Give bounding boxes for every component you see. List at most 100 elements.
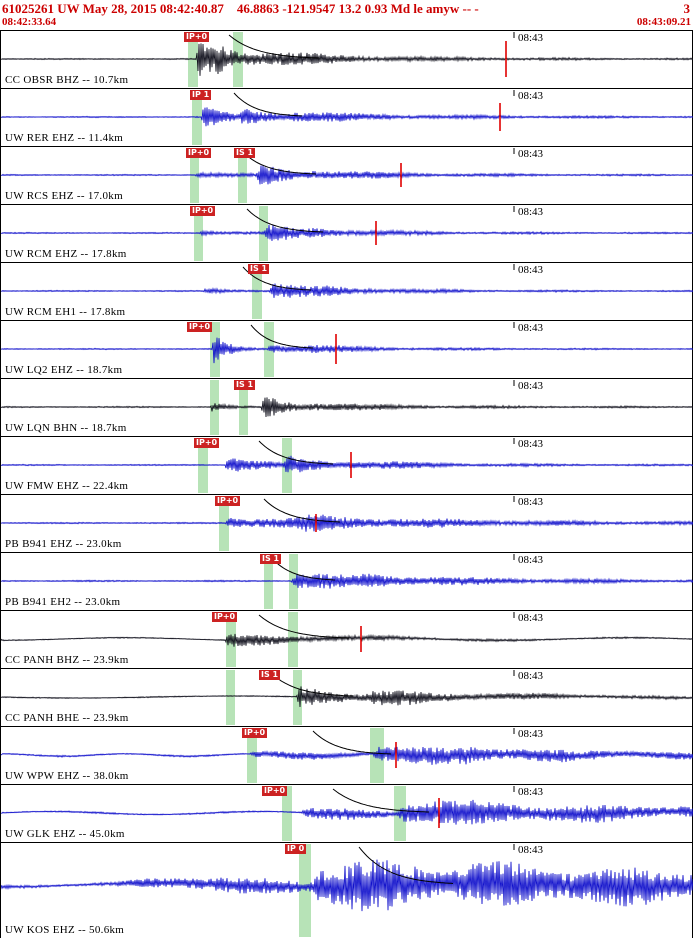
trace-waveform[interactable] (1, 495, 693, 552)
waveform-path (1, 283, 693, 298)
trace-waveform[interactable] (1, 379, 693, 436)
pick-flag[interactable]: IP+0 (262, 786, 288, 796)
pick-flag[interactable]: IS 1 (248, 264, 270, 274)
trace-waveform[interactable] (1, 611, 693, 668)
pick-highlight-band (394, 786, 406, 841)
page-number: 3 (683, 1, 691, 16)
trace-panel: IS 1 08:43 UW LQN BHN -- 18.7km (1, 378, 693, 436)
waveform-path (1, 859, 693, 912)
minute-label: 08:43 (518, 670, 544, 682)
minute-label: 08:43 (518, 380, 544, 392)
minute-label: 08:43 (518, 438, 544, 450)
station-label[interactable]: CC PANH BHE -- 23.9km (5, 712, 129, 724)
minute-label: 08:43 (518, 90, 544, 102)
station-label[interactable]: UW GLK EHZ -- 45.0km (5, 828, 125, 840)
coda-decay-curve (270, 556, 336, 581)
station-label[interactable]: UW RER EHZ -- 11.4km (5, 132, 124, 144)
waveform-path (1, 573, 693, 589)
pick-flag[interactable]: IS 1 (259, 670, 281, 680)
pick-highlight-band (192, 90, 202, 145)
pick-flag[interactable]: IS 1 (234, 148, 256, 158)
minute-label: 08:43 (518, 322, 544, 334)
waveform-path (1, 746, 693, 765)
trace-waveform[interactable] (1, 263, 693, 320)
station-label[interactable]: UW KOS EHZ -- 50.6km (5, 924, 125, 936)
pick-flag[interactable]: IP+0 (212, 612, 238, 622)
trace-panel: IP+0 08:43 UW RCM EHZ -- 17.8km (1, 204, 693, 262)
trace-waveform[interactable] (1, 89, 693, 146)
waveform-path (1, 397, 693, 418)
station-label[interactable]: UW RCM EHZ -- 17.8km (5, 248, 127, 260)
minute-label: 08:43 (518, 728, 544, 740)
trace-panel: IP+0 08:43 PB B941 EHZ -- 23.0km (1, 494, 693, 552)
pick-flag[interactable]: IP+0 (186, 148, 212, 158)
minute-label: 08:43 (518, 32, 544, 44)
coda-decay-curve (358, 846, 454, 884)
pick-flag[interactable]: IP+0 (190, 206, 216, 216)
minute-label: 08:43 (518, 612, 544, 624)
trace-waveform[interactable] (1, 669, 693, 726)
station-label[interactable]: CC PANH BHZ -- 23.9km (5, 654, 129, 666)
coda-decay-curve (246, 208, 324, 233)
pick-flag[interactable]: IP+0 (194, 438, 220, 448)
trace-panel: IS 1 08:43 CC PANH BHE -- 23.9km (1, 668, 693, 726)
trace-waveform[interactable] (1, 437, 693, 494)
trace-panel: IP+0 IS 1 08:43 UW RCS EHZ -- 17.0km (1, 146, 693, 204)
coda-decay-curve (312, 730, 392, 755)
minute-label: 08:43 (518, 206, 544, 218)
trace-panel: IP+0 08:43 UW WPW EHZ -- 38.0km (1, 726, 693, 784)
station-label[interactable]: PB B941 EH2 -- 23.0km (5, 596, 121, 608)
trace-waveform[interactable] (1, 147, 693, 204)
pick-flag[interactable]: IP+0 (242, 728, 268, 738)
title-row: 61025261 UW May 28, 2015 08:42:40.87 46.… (0, 0, 693, 16)
station-label[interactable]: UW RCS EHZ -- 17.0km (5, 190, 123, 202)
station-label[interactable]: CC OBSR BHZ -- 10.7km (5, 74, 129, 86)
trace-waveform[interactable] (1, 321, 693, 378)
waveform-path (1, 633, 693, 647)
trace-waveform[interactable] (1, 785, 693, 842)
waveform-path (1, 165, 693, 185)
minute-label: 08:43 (518, 264, 544, 276)
waveform-path (1, 514, 693, 532)
station-label[interactable]: UW RCM EH1 -- 17.8km (5, 306, 126, 318)
pick-flag[interactable]: IS 1 (234, 380, 256, 390)
pick-highlight-band (299, 844, 311, 937)
minute-label: 08:43 (518, 496, 544, 508)
station-label[interactable]: UW FMW EHZ -- 22.4km (5, 480, 129, 492)
minute-label: 08:43 (518, 844, 544, 856)
header: 61025261 UW May 28, 2015 08:42:40.87 46.… (0, 0, 693, 30)
minute-label: 08:43 (518, 554, 544, 566)
pick-flag[interactable]: IP+0 (184, 32, 210, 42)
event-title: 61025261 UW May 28, 2015 08:42:40.87 46.… (2, 1, 479, 16)
trace-waveform[interactable] (1, 843, 693, 938)
pick-flag[interactable]: IS 1 (260, 554, 282, 564)
pick-highlight-band (252, 264, 262, 319)
time-row: 08:42:33.64 08:43:09.21 (0, 16, 693, 29)
station-label[interactable]: UW LQ2 EHZ -- 18.7km (5, 364, 123, 376)
trace-waveform[interactable] (1, 727, 693, 784)
pick-flag[interactable]: IP+0 (215, 496, 241, 506)
trace-panel: IS 1 08:43 UW RCM EH1 -- 17.8km (1, 262, 693, 320)
waveform-path (1, 799, 693, 825)
pick-highlight-band (198, 438, 208, 493)
pick-flag[interactable]: IP 0 (285, 844, 307, 854)
coda-decay-curve (250, 324, 314, 349)
trace-panel: IP 0 08:43 UW KOS EHZ -- 50.6km (1, 842, 693, 938)
station-label[interactable]: PB B941 EHZ -- 23.0km (5, 538, 122, 550)
window-end-time: 08:43:09.21 (636, 16, 691, 28)
trace-waveform[interactable] (1, 205, 693, 262)
pick-flag[interactable]: IP+0 (187, 322, 213, 332)
trace-waveform[interactable] (1, 31, 693, 88)
window-start-time: 08:42:33.64 (2, 16, 57, 28)
station-label[interactable]: UW WPW EHZ -- 38.0km (5, 770, 129, 782)
coda-decay-curve (270, 672, 354, 697)
station-label[interactable]: UW LQN BHN -- 18.7km (5, 422, 127, 434)
trace-waveform[interactable] (1, 553, 693, 610)
pick-flag[interactable]: IP 1 (190, 90, 212, 100)
waveform-path (1, 455, 693, 473)
trace-panel: IP+0 08:43 CC OBSR BHZ -- 10.7km (1, 30, 693, 88)
trace-panel: IP 1 08:43 UW RER EHZ -- 11.4km (1, 88, 693, 146)
coda-decay-curve (241, 150, 317, 175)
waveform-path (1, 686, 693, 708)
